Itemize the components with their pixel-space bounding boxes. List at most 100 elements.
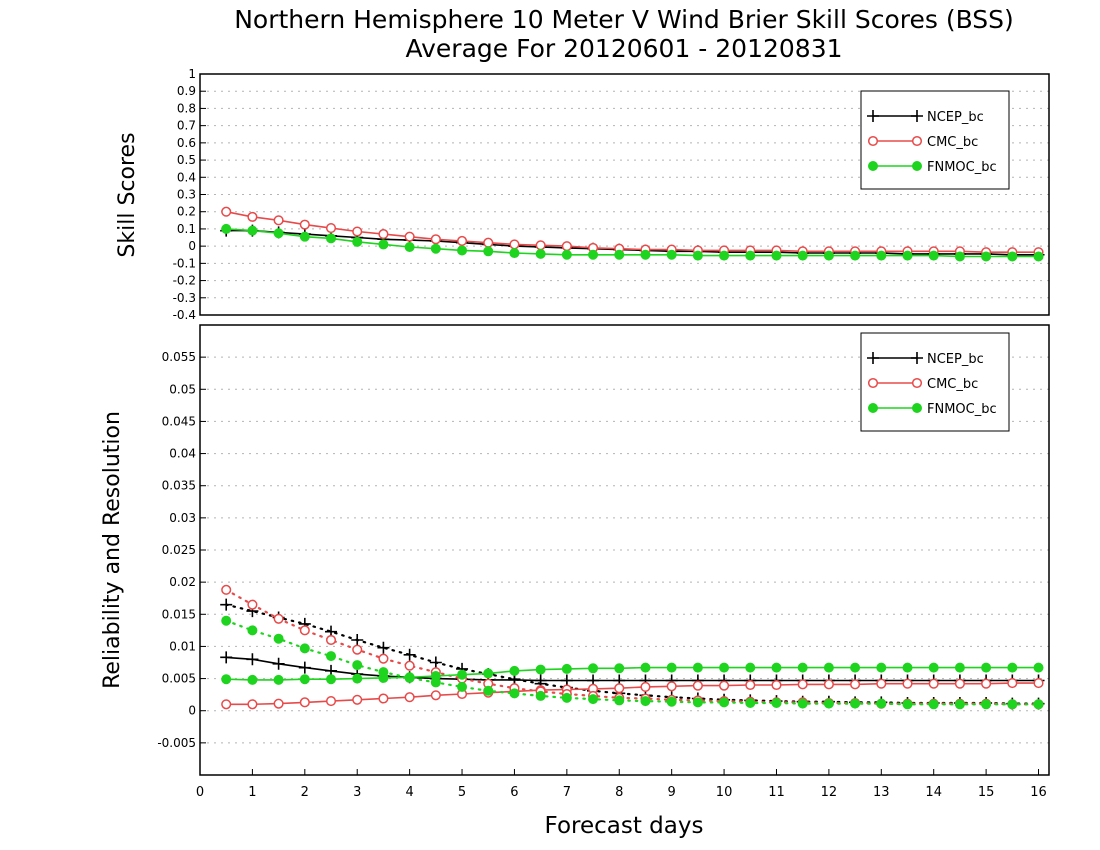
x-tick-label: 14 bbox=[925, 785, 942, 800]
legend-label-FNMOC_bc: FNMOC_bc bbox=[927, 402, 997, 417]
data-point-FNMOC_bc bbox=[850, 250, 861, 261]
data-point-FNMOC_bc bbox=[850, 698, 861, 709]
data-point-CMC_bc bbox=[719, 680, 730, 691]
data-point-CMC_bc bbox=[954, 678, 965, 689]
data-point-CMC_bc bbox=[535, 240, 546, 251]
legend-marker bbox=[911, 377, 923, 389]
x-tick-label: 5 bbox=[458, 785, 466, 800]
y-tick-label: 0.3 bbox=[177, 188, 196, 202]
data-point-FNMOC_bc bbox=[823, 662, 834, 673]
legend-label-FNMOC_bc: FNMOC_bc bbox=[927, 160, 997, 175]
x-tick-label: 4 bbox=[405, 785, 413, 800]
reliability-resolution-panel: 0.055 0.05 0.045 0.04 0.035 0.03 0.025 0.02 0.01… bbox=[100, 324, 1050, 800]
data-point-FNMOC_bc bbox=[457, 681, 468, 692]
data-point-FNMOC_bc bbox=[1007, 662, 1018, 673]
data-point-CMC_bc bbox=[273, 698, 284, 709]
data-point-CMC_bc bbox=[299, 625, 310, 636]
legend-marker bbox=[911, 110, 923, 122]
data-point-FNMOC_bc bbox=[902, 250, 913, 261]
x-tick-label: 6 bbox=[510, 785, 518, 800]
data-point-NCEP_bc bbox=[220, 651, 233, 664]
data-point-FNMOC_bc bbox=[876, 698, 887, 709]
legend-marker bbox=[868, 161, 878, 171]
data-point-FNMOC_bc bbox=[745, 250, 756, 261]
data-point-FNMOC_bc bbox=[876, 250, 887, 261]
y-tick-label: -0.4 bbox=[173, 308, 196, 322]
data-point-FNMOC_bc bbox=[299, 674, 310, 685]
data-point-CMC_bc bbox=[666, 681, 677, 692]
data-point-FNMOC_bc bbox=[719, 697, 730, 708]
data-point-FNMOC_bc bbox=[299, 231, 310, 242]
data-point-FNMOC_bc bbox=[273, 633, 284, 644]
data-point-FNMOC_bc bbox=[640, 249, 651, 260]
data-point-CMC_bc bbox=[745, 679, 756, 691]
legend-marker bbox=[912, 403, 922, 413]
y-tick-label: 0.7 bbox=[177, 119, 196, 133]
series-line-FNMOC_bc-dotted bbox=[225, 619, 1040, 706]
legend-marker bbox=[867, 352, 879, 364]
data-point-FNMOC_bc bbox=[299, 643, 310, 654]
data-point-FNMOC_bc bbox=[326, 651, 337, 662]
data-point-FNMOC_bc bbox=[928, 250, 939, 261]
y-tick-label: 0.01 bbox=[169, 639, 196, 653]
data-point-FNMOC_bc bbox=[692, 662, 703, 673]
data-point-FNMOC_bc bbox=[509, 248, 520, 259]
x-tick-label: 0 bbox=[196, 785, 204, 800]
data-point-FNMOC_bc bbox=[928, 699, 939, 710]
data-point-FNMOC_bc bbox=[378, 667, 389, 678]
data-point-FNMOC_bc bbox=[692, 697, 703, 708]
data-point-FNMOC_bc bbox=[221, 674, 232, 685]
data-point-CMC_bc bbox=[1033, 678, 1044, 689]
legend-marker bbox=[867, 110, 879, 122]
data-point-FNMOC_bc bbox=[430, 677, 441, 688]
y-tick-label: 0.6 bbox=[177, 136, 196, 150]
data-point-FNMOC_bc bbox=[221, 615, 232, 626]
y-tick-label: 0.02 bbox=[169, 575, 196, 589]
data-point-CMC_bc bbox=[273, 215, 284, 226]
x-tick-label: 13 bbox=[873, 785, 890, 800]
x-tick-label: 2 bbox=[301, 785, 309, 800]
data-point-FNMOC_bc bbox=[745, 662, 756, 673]
data-point-CMC_bc bbox=[378, 693, 389, 704]
data-point-FNMOC_bc bbox=[981, 251, 992, 262]
x-tick-label: 7 bbox=[563, 785, 571, 800]
data-point-CMC_bc bbox=[404, 231, 415, 242]
data-point-FNMOC_bc bbox=[797, 698, 808, 709]
data-point-FNMOC_bc bbox=[1033, 251, 1044, 262]
data-point-FNMOC_bc bbox=[666, 249, 677, 260]
data-point-CMC_bc bbox=[981, 678, 992, 689]
data-point-FNMOC_bc bbox=[928, 662, 939, 673]
data-point-FNMOC_bc bbox=[850, 662, 861, 673]
data-point-FNMOC_bc bbox=[483, 246, 494, 257]
data-point-CMC_bc bbox=[797, 679, 808, 690]
chart-title-line-2: Average For 20120601 - 20120831 bbox=[405, 34, 842, 63]
data-point-CMC_bc bbox=[876, 678, 887, 689]
data-point-CMC_bc bbox=[771, 679, 782, 691]
data-point-NCEP_bc bbox=[403, 648, 416, 661]
data-point-CMC_bc bbox=[1007, 678, 1018, 689]
data-point-FNMOC_bc bbox=[614, 695, 625, 706]
data-point-FNMOC_bc bbox=[509, 665, 520, 676]
legend-marker bbox=[867, 377, 879, 389]
data-point-CMC_bc bbox=[378, 653, 389, 664]
data-point-FNMOC_bc bbox=[273, 674, 284, 685]
data-point-NCEP_bc bbox=[429, 656, 442, 669]
data-point-CMC_bc bbox=[299, 219, 310, 230]
y-tick-label: 0.045 bbox=[162, 414, 196, 428]
data-point-FNMOC_bc bbox=[902, 699, 913, 710]
data-point-FNMOC_bc bbox=[352, 660, 363, 671]
series-line-CMC_bc bbox=[226, 682, 1039, 706]
data-point-FNMOC_bc bbox=[954, 699, 965, 710]
data-point-FNMOC_bc bbox=[483, 685, 494, 696]
y-tick-label: 0.04 bbox=[169, 447, 196, 461]
data-point-CMC_bc bbox=[352, 644, 363, 655]
data-point-FNMOC_bc bbox=[954, 662, 965, 673]
data-point-FNMOC_bc bbox=[404, 242, 415, 253]
data-point-CMC_bc bbox=[325, 223, 337, 234]
data-point-NCEP_bc bbox=[351, 634, 364, 646]
data-point-FNMOC_bc bbox=[823, 698, 834, 709]
data-point-FNMOC_bc bbox=[1007, 699, 1018, 710]
data-point-FNMOC_bc bbox=[430, 243, 441, 254]
data-point-CMC_bc bbox=[509, 239, 520, 250]
